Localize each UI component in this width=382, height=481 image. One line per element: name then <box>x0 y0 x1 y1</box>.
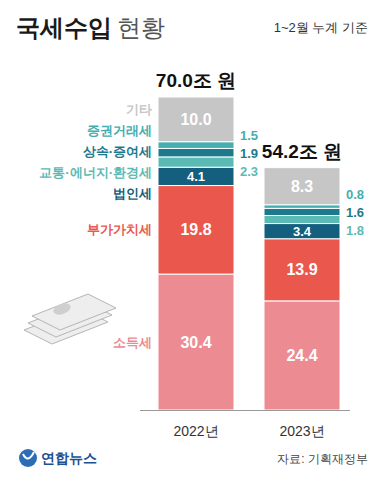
data-label: 1.8 <box>346 223 364 238</box>
total-label: 70.0조 원 <box>156 70 236 91</box>
bar-segment <box>158 142 234 149</box>
bill-seal <box>52 301 72 317</box>
bar-segment <box>158 167 234 185</box>
title-light: 현황 <box>117 14 165 41</box>
bar-segment <box>158 274 234 410</box>
chart: 국세수입현황 1~2월 누계 기준 30.4 19.8 4.1 10.0 1.5 1.9 2.3… <box>0 0 382 481</box>
bar-segment <box>158 186 234 275</box>
subtitle: 1~2월 누계 기준 <box>274 20 368 35</box>
category-label: 2023년 <box>279 423 324 439</box>
data-label: 3.4 <box>293 224 312 239</box>
data-label: 1.6 <box>346 205 364 220</box>
legend-label: 증권거래세 <box>87 123 152 138</box>
bar-segment <box>158 97 234 142</box>
total-label: 54.2조 원 <box>262 141 342 162</box>
data-label: 10.0 <box>180 111 211 128</box>
bar-segment <box>264 224 340 239</box>
legend-label: 법인세 <box>113 186 152 201</box>
legend-label: 부가가치세 <box>87 222 152 237</box>
legend-label: 상속·증여세 <box>83 144 152 159</box>
legend-label: 소득세 <box>113 335 152 350</box>
bar-segment <box>264 208 340 215</box>
bar-segment <box>158 157 234 167</box>
data-label: 2.3 <box>240 164 258 179</box>
bar-segment <box>264 168 340 205</box>
logo-mark <box>19 449 37 467</box>
labels: 30.4 19.8 4.1 10.0 1.5 1.9 2.3 70.0조 원 2022년 24.4… <box>39 70 364 439</box>
logo: 연합뉴스 <box>19 449 97 467</box>
data-label: 4.1 <box>187 169 205 184</box>
logo-text: 연합뉴스 <box>41 450 97 466</box>
data-label: 1.9 <box>240 146 258 161</box>
data-label: 8.3 <box>291 178 313 195</box>
data-label: 30.4 <box>180 334 211 351</box>
logo-swoosh <box>23 452 34 459</box>
data-label: 0.8 <box>346 187 364 202</box>
bar-segment <box>158 148 234 156</box>
baseline <box>140 410 350 411</box>
legend-label: 기타 <box>126 102 152 117</box>
bill <box>32 294 116 330</box>
category-label: 2022년 <box>173 423 218 439</box>
bar-segment <box>264 239 340 301</box>
data-label: 13.9 <box>286 261 317 278</box>
title-strong: 국세수입 <box>16 14 112 41</box>
data-label: 19.8 <box>180 221 211 238</box>
bar-segment <box>264 205 340 209</box>
source: 자료: 기획재정부 <box>277 452 368 466</box>
legend-label: 교통·에너지·환경세 <box>39 165 152 180</box>
data-label: 1.5 <box>240 128 258 143</box>
title: 국세수입현황 <box>16 14 165 41</box>
bar-segment <box>264 301 340 410</box>
money-icon <box>24 294 116 344</box>
bar-segment <box>264 215 340 223</box>
data-label: 24.4 <box>286 347 317 364</box>
